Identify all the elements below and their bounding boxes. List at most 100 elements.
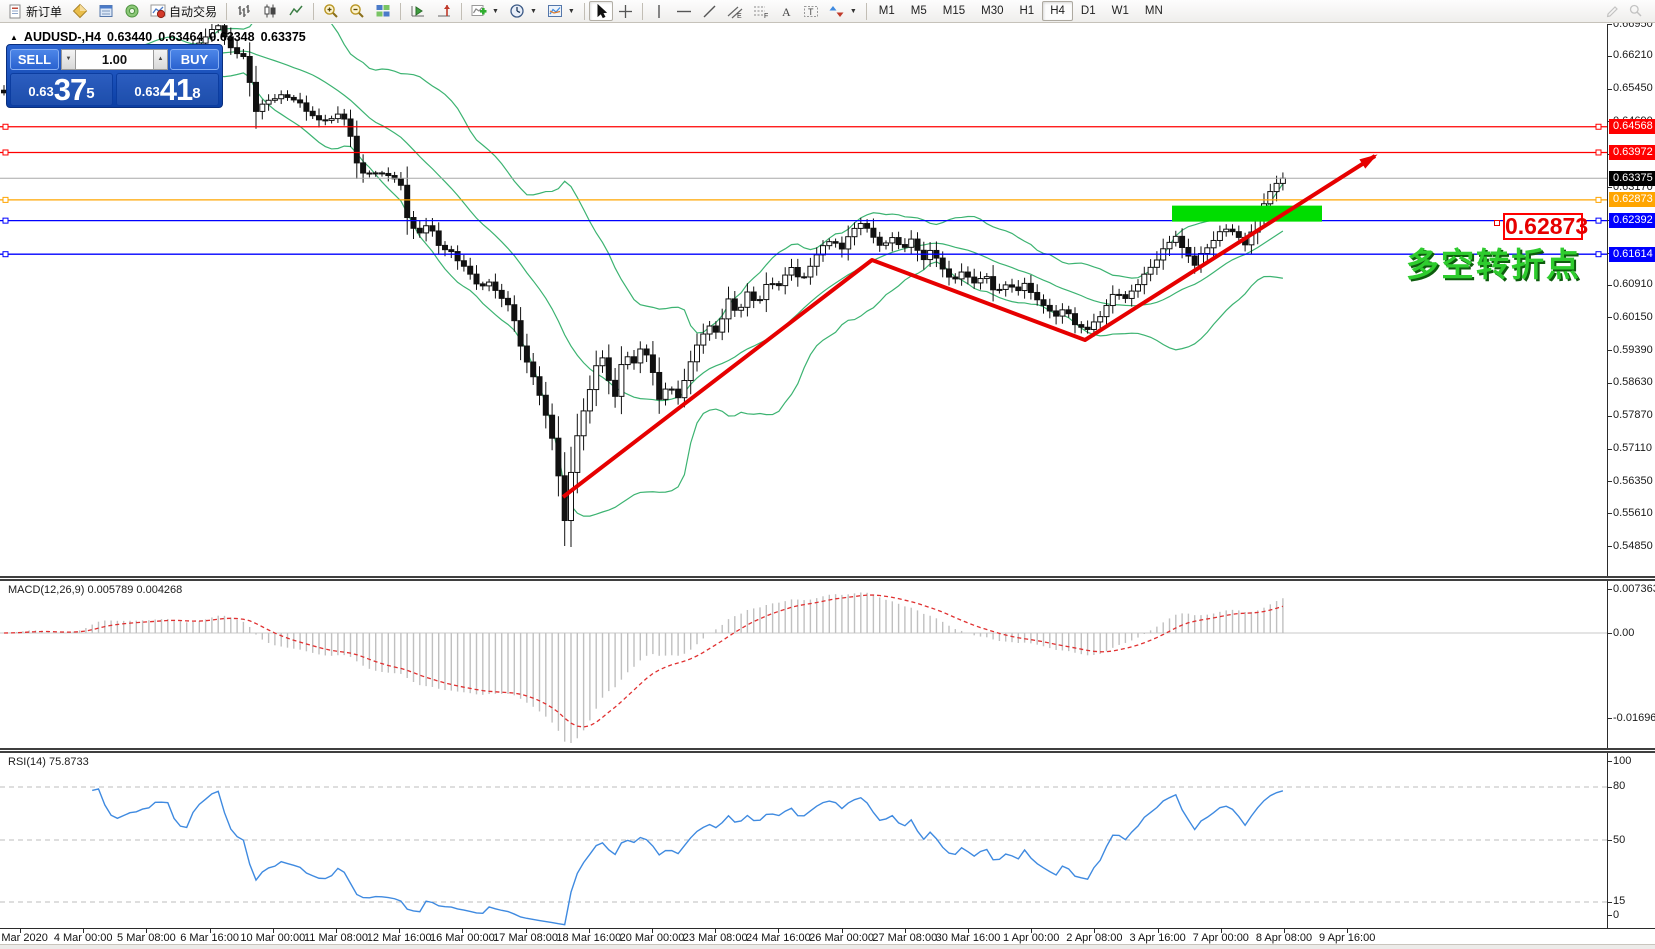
rsi-label: RSI(14) 75.8733: [8, 756, 89, 768]
ohlc-high: 0.63464: [158, 30, 204, 44]
timeframe-mn[interactable]: MN: [1144, 5, 1163, 17]
navigator-button[interactable]: [119, 1, 145, 21]
hline-object[interactable]: [0, 123, 1607, 130]
text-button[interactable]: A: [774, 1, 798, 21]
crosshair-button[interactable]: [613, 1, 638, 21]
price-scale[interactable]: 0.669500.662100.654500.646900.639300.631…: [1607, 18, 1655, 928]
candle: [845, 236, 852, 250]
periods-button[interactable]: ▼: [504, 1, 542, 21]
sell-price-display[interactable]: 0.63 37 5: [10, 73, 113, 106]
magnifier-icon[interactable]: [1628, 3, 1643, 18]
pencil-icon[interactable]: [1605, 3, 1620, 18]
indicators-button[interactable]: ▼: [466, 1, 504, 21]
market-watch-button[interactable]: [67, 1, 93, 21]
chart-shift-button[interactable]: [431, 1, 457, 21]
timeframe-m30[interactable]: M30: [981, 5, 1004, 17]
callout-anchor-handle[interactable]: [1494, 220, 1500, 226]
dropdown-caret-icon[interactable]: ▼: [567, 7, 575, 15]
hline-object[interactable]: [0, 251, 1607, 258]
hline-object[interactable]: [0, 196, 1607, 203]
dropdown-caret-icon[interactable]: ▼: [849, 7, 857, 15]
candle: [738, 306, 745, 311]
timeframe-m5[interactable]: M5: [910, 5, 927, 17]
bar-chart-button[interactable]: [231, 1, 257, 21]
new-order-button[interactable]: 新订单: [3, 1, 67, 21]
support-zone-rectangle[interactable]: [1172, 205, 1322, 222]
periods-icon: [509, 3, 525, 19]
timeframe-m15[interactable]: M15: [942, 5, 966, 17]
templates-button[interactable]: ▼: [542, 1, 580, 21]
candle: [1216, 231, 1223, 241]
dropdown-caret-icon[interactable]: ▼: [529, 7, 537, 15]
toolbar-separator: [400, 2, 402, 20]
lot-size-input[interactable]: [76, 48, 153, 70]
candle: [1204, 247, 1211, 255]
collapse-triangle-icon[interactable]: ▲: [10, 32, 18, 42]
candle: [1103, 305, 1110, 318]
auto-scroll-button[interactable]: [405, 1, 431, 21]
candlestick-chart-button[interactable]: [257, 1, 283, 21]
candle: [826, 241, 833, 247]
price-axis-label: 80: [1613, 780, 1626, 793]
lot-decrease-button[interactable]: ▼: [61, 48, 76, 70]
axis-tick: [1608, 513, 1612, 515]
candle: [416, 227, 423, 234]
timeframe-h1[interactable]: H1: [1019, 5, 1035, 17]
main-chart-canvas[interactable]: [0, 24, 1607, 578]
candle: [492, 281, 499, 291]
text-label-button[interactable]: T: [798, 1, 824, 21]
panel-separator-macd-rsi[interactable]: [0, 748, 1655, 753]
trend-line-button[interactable]: [697, 1, 722, 21]
rsi-panel-canvas[interactable]: [0, 753, 1607, 928]
candle: [1078, 324, 1085, 328]
tile-windows-button[interactable]: [370, 1, 396, 21]
dropdown-caret-icon[interactable]: ▼: [492, 7, 499, 15]
timeframe-h4[interactable]: H4: [1042, 1, 1073, 21]
horizontal-line-button[interactable]: [671, 1, 697, 21]
candle: [1059, 309, 1066, 317]
sell-button[interactable]: SELL: [10, 48, 59, 70]
equidistant-channel-button[interactable]: E: [722, 1, 748, 21]
line-chart-button[interactable]: [283, 1, 309, 21]
candle: [832, 241, 839, 244]
timeframe-m1[interactable]: M1: [878, 5, 895, 17]
time-axis-tick: [841, 929, 843, 933]
time-axis-tick: [968, 929, 969, 933]
candle: [687, 361, 694, 382]
axis-tick: [1608, 633, 1612, 634]
time-axis-tick: [778, 929, 780, 933]
candle: [1072, 313, 1078, 326]
candle: [983, 276, 990, 280]
candle: [1153, 259, 1160, 268]
market-watch-icon: [72, 3, 88, 19]
hline-object[interactable]: [0, 217, 1607, 224]
zoom-in-button[interactable]: [318, 1, 344, 21]
trend-arrow-object[interactable]: [561, 154, 1378, 499]
auto-trading-button[interactable]: 自动交易: [145, 1, 222, 21]
turning-point-annotation[interactable]: 多空转折点: [1406, 246, 1581, 283]
timeframe-d1[interactable]: D1: [1080, 5, 1096, 17]
candle: [870, 227, 877, 238]
cursor-button[interactable]: [588, 1, 613, 21]
price-line-label: 0.62392: [1609, 213, 1655, 229]
price-axis-label: -0.01696: [1613, 711, 1655, 724]
buy-button[interactable]: BUY: [170, 48, 219, 70]
time-axis[interactable]: 2 Mar 2020 4 Mar 00:00 5 Mar 08:00 6 Mar 16…: [0, 928, 1655, 944]
time-axis-tick: [336, 929, 337, 933]
vertical-line-button[interactable]: [647, 1, 671, 21]
zoom-out-button[interactable]: [344, 1, 370, 21]
data-window-button[interactable]: [93, 1, 119, 21]
support-price-callout[interactable]: 0.62873: [1503, 213, 1589, 240]
candle: [1053, 310, 1060, 317]
fibonacci-button[interactable]: F: [748, 1, 774, 21]
lot-increase-button[interactable]: ▲: [153, 48, 168, 70]
candle: [1046, 304, 1053, 312]
candle: [649, 354, 656, 373]
macd-panel-canvas[interactable]: [0, 581, 1607, 748]
buy-price-display[interactable]: 0.63 41 8: [116, 73, 219, 106]
panel-separator-main-macd[interactable]: [0, 576, 1655, 581]
axis-tick: [1608, 24, 1612, 25]
hline-object[interactable]: [0, 149, 1607, 156]
timeframe-w1[interactable]: W1: [1111, 5, 1129, 17]
arrows-button[interactable]: ▼: [824, 1, 862, 21]
